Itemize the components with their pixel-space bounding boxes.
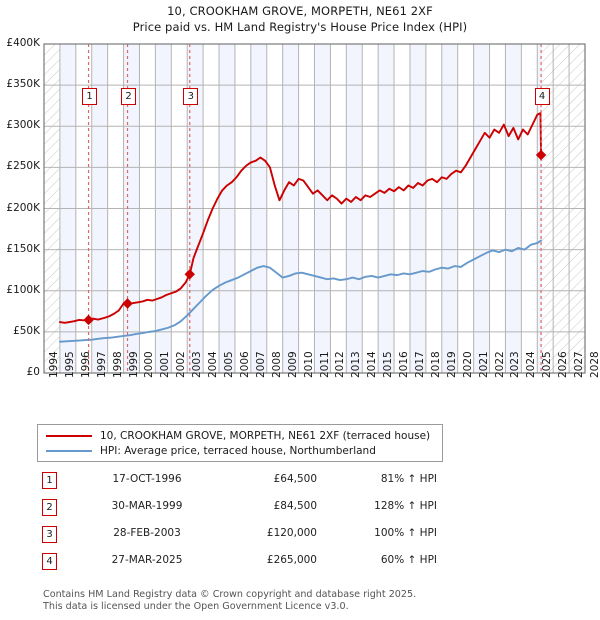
y-axis-tick-label: £50K	[13, 324, 40, 337]
chart-title: 10, CROOKHAM GROVE, MORPETH, NE61 2XF Pr…	[0, 3, 600, 35]
x-axis-tick-label: 1994	[48, 351, 60, 378]
row-hpi-change: 128% ↑ HPI	[374, 500, 437, 512]
x-axis-tick-label: 2003	[191, 351, 204, 378]
row-hpi-change: 81% ↑ HPI	[380, 473, 437, 485]
x-axis-tick-label: 2006	[238, 351, 251, 378]
legend-label-property: 10, CROOKHAM GROVE, MORPETH, NE61 2XF (t…	[100, 430, 431, 442]
row-price: £64,500	[273, 473, 317, 485]
x-axis-tick-label: 2024	[525, 351, 538, 378]
row-date: 17-OCT-1996	[112, 473, 182, 485]
x-axis-tick-label: 2028	[589, 351, 600, 378]
x-axis-tick-label: 2007	[254, 351, 267, 378]
legend-label-hpi: HPI: Average price, terraced house, Nort…	[100, 445, 376, 457]
sale-marker-badge-4: 4	[534, 88, 550, 105]
y-axis-tick-label: £200K	[6, 201, 40, 214]
x-axis-tick-label: 2001	[159, 351, 172, 378]
x-axis-tick-label: 2025	[541, 351, 554, 378]
legend-item-hpi: HPI: Average price, terraced house, Nort…	[46, 445, 376, 457]
x-axis-tick-label: 2002	[175, 351, 188, 378]
row-index-badge: 3	[42, 526, 57, 543]
y-axis-tick-label: £100K	[6, 283, 40, 296]
y-axis-tick-label: £0	[26, 366, 40, 378]
x-axis-tick-label: 2008	[270, 351, 283, 378]
x-axis-tick-label: 2015	[382, 351, 395, 378]
footer-attribution: Contains HM Land Registry data © Crown c…	[43, 589, 583, 612]
row-price: £84,500	[273, 500, 317, 512]
title-line-1: 10, CROOKHAM GROVE, MORPETH, NE61 2XF	[167, 4, 433, 18]
y-axis-tick-label: £250K	[6, 160, 40, 173]
footer-line-1: Contains HM Land Registry data © Crown c…	[43, 589, 417, 600]
row-hpi-change: 100% ↑ HPI	[374, 527, 437, 539]
x-axis-tick-label: 1998	[111, 351, 124, 378]
sale-marker-badge-2: 2	[121, 88, 137, 105]
y-axis-tick-label: £400K	[6, 37, 40, 49]
y-axis-tick-label: £150K	[6, 242, 40, 255]
table-row[interactable]: 1 17-OCT-1996 £64,500 81% ↑ HPI	[37, 470, 467, 497]
y-axis-tick-label: £300K	[6, 119, 40, 132]
x-axis-tick-label: 2016	[398, 351, 411, 378]
x-axis-tick-label: 1996	[79, 351, 92, 378]
row-price: £120,000	[266, 527, 317, 539]
x-axis-tick-label: 1995	[63, 351, 76, 378]
transactions-table: 1 17-OCT-1996 £64,500 81% ↑ HPI 2 30-MAR-1999…	[37, 470, 467, 578]
x-axis-tick-label: 2004	[207, 351, 220, 378]
x-axis-tick-label: 2012	[334, 351, 347, 378]
x-axis-tick-label: 2018	[429, 351, 442, 378]
row-hpi-change: 60% ↑ HPI	[380, 554, 437, 566]
table-row[interactable]: 3 28-FEB-2003 £120,000 100% ↑ HPI	[37, 524, 467, 551]
x-axis-tick-label: 2017	[413, 351, 426, 378]
sale-marker-badge-1: 1	[82, 88, 98, 105]
sale-marker-badge-3: 3	[183, 88, 199, 105]
legend-item-property: 10, CROOKHAM GROVE, MORPETH, NE61 2XF (t…	[46, 430, 430, 442]
row-date: 27-MAR-2025	[111, 554, 183, 566]
title-line-2: Price paid vs. HM Land Registry's House …	[132, 20, 468, 34]
x-axis-tick-label: 2021	[477, 351, 490, 378]
x-axis-tick-label: 2026	[557, 351, 570, 378]
x-axis-tick-label: 2019	[445, 351, 458, 378]
chart-legend: 10, CROOKHAM GROVE, MORPETH, NE61 2XF (t…	[37, 424, 443, 462]
table-row[interactable]: 2 30-MAR-1999 £84,500 128% ↑ HPI	[37, 497, 467, 524]
x-axis-tick-label: 2011	[318, 351, 331, 378]
legend-swatch-property	[46, 435, 92, 437]
table-row[interactable]: 4 27-MAR-2025 £265,000 60% ↑ HPI	[37, 551, 467, 578]
x-axis-tick-label: 2010	[302, 351, 315, 378]
footer-line-2: This data is licensed under the Open Gov…	[43, 600, 349, 612]
x-axis-tick-label: 2023	[509, 351, 522, 378]
x-axis-tick-label: 1999	[127, 351, 140, 378]
x-axis-tick-label: 2020	[461, 351, 474, 378]
x-axis-tick-label: 2009	[286, 351, 299, 378]
row-date: 28-FEB-2003	[113, 527, 181, 539]
legend-swatch-hpi	[46, 450, 92, 452]
row-index-badge: 2	[42, 499, 57, 516]
row-index-badge: 4	[42, 553, 57, 570]
x-axis-tick-label: 1997	[95, 351, 108, 378]
x-axis-tick-label: 2014	[366, 351, 379, 378]
row-price: £265,000	[266, 554, 317, 566]
row-index-badge: 1	[42, 472, 57, 489]
x-axis-tick-label: 2022	[493, 351, 506, 378]
x-axis-tick-label: 2000	[143, 351, 156, 378]
x-axis-tick-label: 2027	[573, 351, 586, 378]
x-axis-tick-label: 2005	[223, 351, 236, 378]
y-axis-tick-label: £350K	[6, 78, 40, 91]
x-axis-tick-label: 2013	[350, 351, 363, 378]
row-date: 30-MAR-1999	[111, 500, 183, 512]
